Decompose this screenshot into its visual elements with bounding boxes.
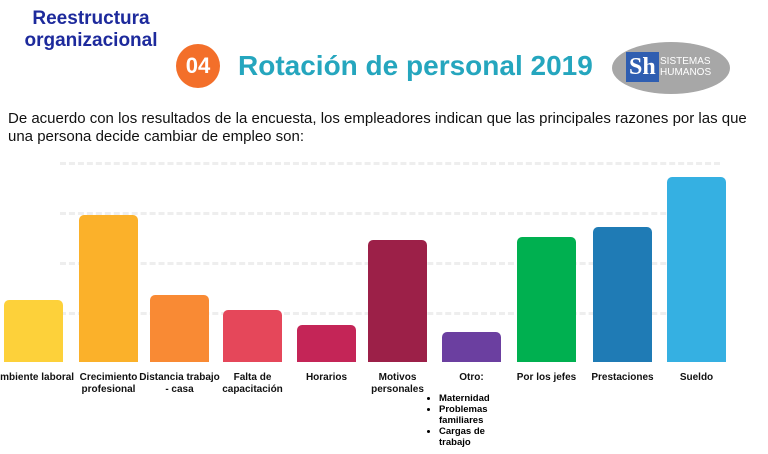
category-label: Sueldo — [679, 372, 714, 383]
grid-line — [60, 212, 720, 215]
category-label: Distancia trabajo - casa — [139, 372, 220, 395]
bar — [150, 294, 209, 362]
bar — [223, 309, 282, 362]
bar — [517, 237, 576, 362]
logo: Sh SISTEMAS HUMANOS — [612, 42, 730, 94]
slide-title: Rotación de personal 2019 — [238, 50, 593, 81]
other-reason: Problemas familiares — [439, 404, 519, 426]
logo-text: SISTEMAS HUMANOS — [660, 56, 712, 78]
category-label: Por los jefes — [516, 372, 577, 383]
category-label: Motivos personales — [371, 372, 424, 395]
category-label: Falta de capacitación — [222, 372, 283, 395]
intro-text: De acuerdo con los resultados de la encu… — [8, 110, 747, 145]
bar — [4, 299, 63, 362]
other-reason: Maternidad — [439, 393, 519, 404]
other-reasons: MaternidadProblemas familiaresCargas de … — [427, 393, 519, 448]
section-number: 04 — [176, 44, 220, 88]
grid-line — [60, 162, 720, 165]
bar — [79, 214, 138, 362]
bar — [368, 239, 427, 362]
category-label: Prestaciones — [591, 372, 654, 383]
category-label: Ambiente laboral — [0, 372, 75, 383]
bar — [593, 227, 652, 362]
bar — [442, 332, 501, 362]
other-reason: Cargas de trabajo — [439, 426, 519, 448]
section-title: Reestructura organizacional — [24, 8, 158, 51]
bar — [667, 177, 726, 362]
category-label: Otro: — [459, 372, 484, 383]
category-label: Horarios — [305, 372, 348, 383]
bar — [297, 324, 356, 362]
logo-mark: Sh — [626, 52, 659, 82]
category-label: Crecimiento profesional — [79, 372, 138, 395]
